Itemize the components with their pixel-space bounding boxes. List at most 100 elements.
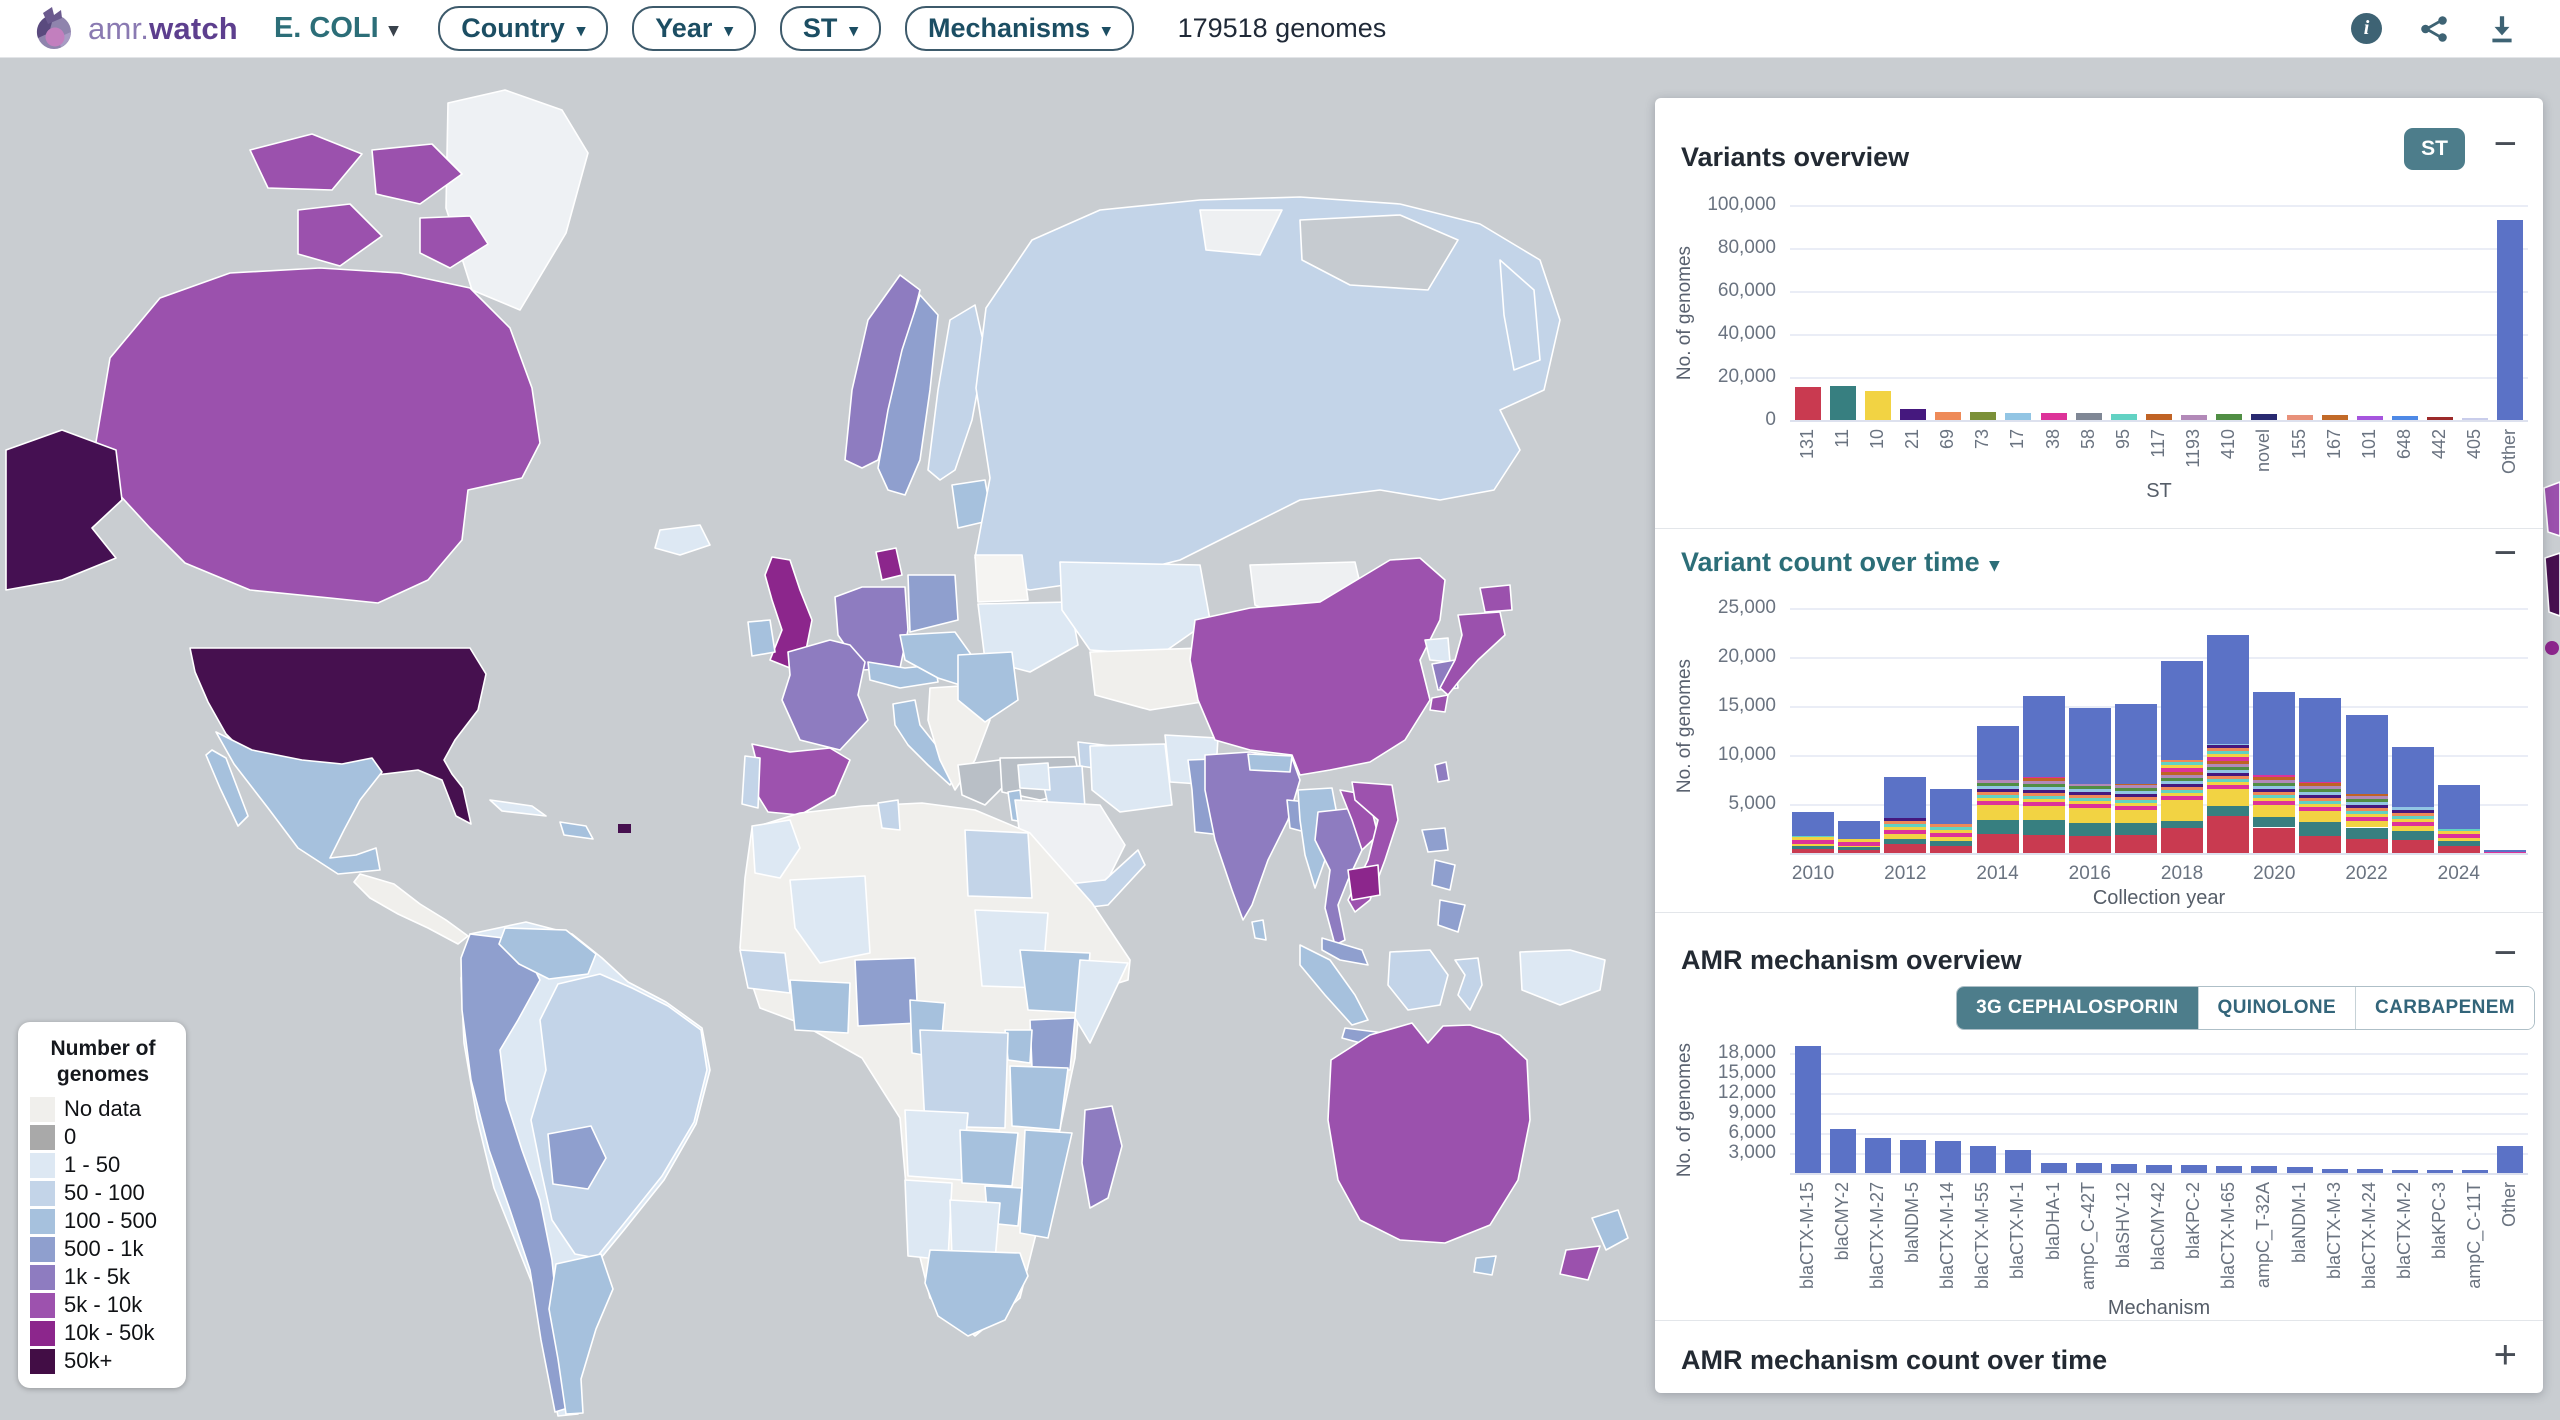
stack-2013-ST131[interactable] bbox=[1930, 846, 1973, 853]
bar-blaCTX-M-3[interactable] bbox=[2321, 1168, 2348, 1173]
stack-2020-Other[interactable] bbox=[2253, 692, 2296, 775]
stack-2017-other-STs-(many,-thin-stripes)[interactable] bbox=[2114, 784, 2157, 810]
map-region-romania[interactable] bbox=[957, 651, 1019, 723]
map-region-zambia[interactable] bbox=[959, 1129, 1019, 1187]
map-region-canada-islands[interactable] bbox=[249, 133, 363, 191]
map-region-sulawesi[interactable] bbox=[1454, 957, 1483, 1011]
stack-2017-Other[interactable] bbox=[2114, 703, 2157, 785]
map-region-wrap-sliver[interactable] bbox=[2544, 552, 2560, 617]
stack-2018-other-STs-(many,-thin-stripes)[interactable] bbox=[2161, 759, 2204, 801]
stack-2016-other-STs-(many,-thin-stripes)[interactable] bbox=[2068, 784, 2111, 808]
map-region-china[interactable] bbox=[1189, 557, 1446, 776]
stack-2023-ST10[interactable] bbox=[2391, 825, 2434, 832]
map-region-venezuela[interactable] bbox=[498, 927, 597, 980]
map-region-nigeria[interactable] bbox=[854, 957, 919, 1027]
map-region-belarus[interactable] bbox=[974, 554, 1029, 603]
map-region-japan[interactable] bbox=[1429, 694, 1449, 713]
stack-2011-Other[interactable] bbox=[1838, 820, 1881, 839]
map-region-canada-islands[interactable] bbox=[419, 215, 489, 269]
map-region-morocco[interactable] bbox=[751, 819, 801, 879]
stack-2014-ST131[interactable] bbox=[1976, 834, 2019, 853]
organism-selector[interactable]: E. COLI ▾ bbox=[268, 11, 404, 46]
bar-167[interactable] bbox=[2321, 415, 2348, 420]
stack-2015-ST131[interactable] bbox=[2022, 835, 2065, 853]
stack-2018-ST131[interactable] bbox=[2161, 828, 2204, 853]
download-button[interactable] bbox=[2486, 13, 2518, 45]
map-region-wrap-sliver[interactable] bbox=[2543, 481, 2560, 537]
bar-Other[interactable] bbox=[2497, 220, 2524, 420]
map-region-north-korea[interactable] bbox=[1424, 637, 1451, 663]
map-region-madagascar[interactable] bbox=[1081, 1105, 1123, 1209]
stack-2018-ST11[interactable] bbox=[2161, 820, 2204, 829]
variant-count-over-time-title[interactable]: Variant count over time ▾ bbox=[1681, 547, 1999, 578]
map-region-kenya[interactable] bbox=[1029, 1017, 1076, 1071]
stack-2010-other-STs-(many,-thin-stripes)[interactable] bbox=[1792, 836, 1835, 845]
bar-21[interactable] bbox=[1900, 408, 1926, 420]
stack-2013-ST10[interactable] bbox=[1930, 837, 1973, 842]
stack-2022-Other[interactable] bbox=[2345, 714, 2388, 795]
bar-155[interactable] bbox=[2286, 415, 2313, 420]
stack-2021-ST131[interactable] bbox=[2299, 836, 2342, 853]
stack-2022-ST131[interactable] bbox=[2345, 839, 2388, 853]
filter-st-button[interactable]: ST ▾ bbox=[779, 6, 881, 51]
stack-2018-Other[interactable] bbox=[2161, 660, 2204, 760]
map-region-baja[interactable] bbox=[205, 749, 249, 827]
stack-2010-ST11[interactable] bbox=[1792, 846, 1835, 850]
stack-2015-ST10[interactable] bbox=[2022, 805, 2065, 820]
stack-2012-ST11[interactable] bbox=[1884, 839, 1927, 845]
map-region-siberia-gray[interactable] bbox=[1299, 214, 1459, 291]
map-region-mexico[interactable] bbox=[215, 731, 383, 875]
map-region-philippines[interactable] bbox=[1421, 827, 1449, 853]
stack-2019-ST10[interactable] bbox=[2207, 789, 2250, 806]
bar-blaKPC-2[interactable] bbox=[2181, 1165, 2208, 1173]
stack-2015-Other[interactable] bbox=[2022, 696, 2065, 778]
stack-2020-ST11[interactable] bbox=[2253, 816, 2296, 828]
map-region-siberia-pale[interactable] bbox=[1199, 209, 1283, 256]
map-region-wrap-sliver[interactable] bbox=[2545, 641, 2559, 655]
stack-2024-Other[interactable] bbox=[2437, 785, 2480, 830]
bar-131[interactable] bbox=[1794, 386, 1821, 420]
bar-blaNDM-1[interactable] bbox=[2286, 1166, 2313, 1173]
stack-2016-Other[interactable] bbox=[2068, 707, 2111, 785]
stack-2010-Other[interactable] bbox=[1792, 811, 1835, 837]
map-region-france[interactable] bbox=[781, 639, 869, 751]
stack-2012-ST10[interactable] bbox=[1884, 834, 1927, 840]
map-region-ireland[interactable] bbox=[747, 619, 776, 657]
bar-blaCMY-42[interactable] bbox=[2146, 1164, 2172, 1173]
map-region-brazil[interactable] bbox=[530, 973, 708, 1259]
map-region-canada[interactable] bbox=[94, 267, 541, 604]
stack-2012-Other[interactable] bbox=[1884, 777, 1927, 818]
stack-2021-ST10[interactable] bbox=[2299, 810, 2342, 822]
map-region-hispaniola[interactable] bbox=[559, 821, 594, 840]
bar-10[interactable] bbox=[1864, 390, 1891, 420]
stack-2023-Other[interactable] bbox=[2391, 747, 2434, 807]
map-region-sumatra[interactable] bbox=[1299, 944, 1369, 1026]
map-region-cambodia[interactable] bbox=[1347, 864, 1381, 901]
tab-3g-cephalosporin[interactable]: 3G CEPHALOSPORIN bbox=[1957, 987, 2198, 1029]
bar-1193[interactable] bbox=[2181, 414, 2208, 420]
map-region-nepal[interactable] bbox=[1247, 753, 1293, 773]
map-region-russia[interactable] bbox=[974, 196, 1561, 591]
stack-2020-other-STs-(many,-thin-stripes)[interactable] bbox=[2253, 774, 2296, 805]
stack-2011-ST131[interactable] bbox=[1838, 849, 1881, 853]
map-region-kazakhstan[interactable] bbox=[1059, 561, 1211, 656]
stack-2025-Other[interactable] bbox=[2483, 849, 2526, 852]
bar-73[interactable] bbox=[1970, 412, 1997, 420]
collapse-amr-mechanism-button[interactable]: − bbox=[2488, 933, 2523, 973]
map-region-somalia[interactable] bbox=[1074, 959, 1129, 1044]
map-region-senegal-guinea[interactable] bbox=[739, 949, 791, 994]
stack-2013-ST11[interactable] bbox=[1930, 841, 1973, 847]
stack-2019-Other[interactable] bbox=[2207, 635, 2250, 745]
stack-2017-ST131[interactable] bbox=[2114, 835, 2157, 853]
map-region-spain[interactable] bbox=[747, 743, 851, 816]
bar-blaCTX-M-27[interactable] bbox=[1864, 1137, 1891, 1173]
map-region-cuba[interactable] bbox=[489, 799, 547, 817]
map-region-egypt[interactable] bbox=[964, 829, 1033, 899]
bar-410[interactable] bbox=[2216, 414, 2243, 420]
map-region-argentina[interactable] bbox=[548, 1253, 614, 1415]
bar-69[interactable] bbox=[1935, 411, 1962, 420]
map-region-kamchatka[interactable] bbox=[1499, 259, 1541, 371]
bar-ampC_T-32A[interactable] bbox=[2251, 1166, 2278, 1173]
map-region-canada-islands[interactable] bbox=[297, 203, 383, 267]
bar-ampC_C-11T[interactable] bbox=[2462, 1170, 2489, 1173]
